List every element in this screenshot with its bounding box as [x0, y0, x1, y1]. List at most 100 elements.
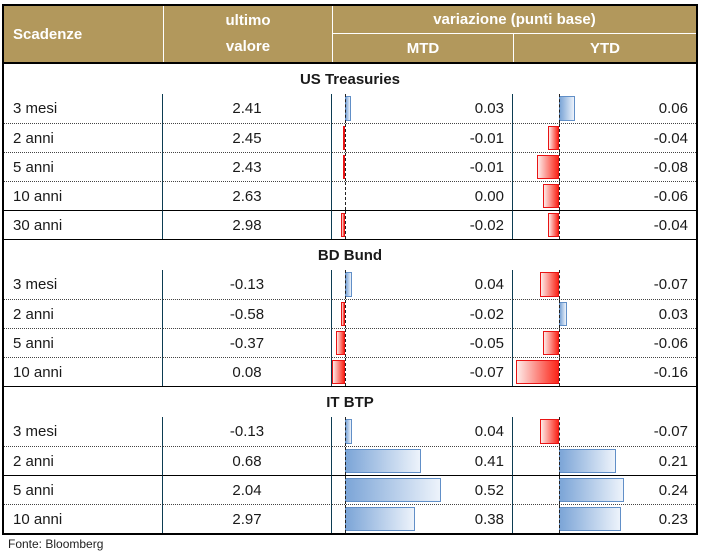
ytd-value: 0.06: [658, 100, 688, 117]
mtd-data-bar: [345, 419, 352, 444]
ytd-cell: -0.04: [513, 210, 696, 239]
zero-axis-line: [345, 124, 346, 152]
ytd-cell: -0.06: [513, 328, 696, 357]
last-value: 2.04: [163, 475, 332, 504]
mtd-value: 0.04: [474, 276, 504, 293]
maturity-column-header: Scadenze: [13, 25, 83, 43]
zero-axis-line: [559, 447, 560, 475]
mtd-cell: -0.01: [332, 152, 513, 181]
table-row: 2 anni -0.58 -0.02 0.03: [4, 299, 696, 328]
mtd-value: 0.41: [474, 452, 504, 470]
ytd-value: -0.07: [653, 276, 688, 293]
maturity-label: 3 mesi: [4, 94, 163, 123]
mtd-value: -0.02: [469, 305, 504, 323]
mtd-data-bar: [341, 302, 345, 326]
table-row: 3 mesi -0.13 0.04 -0.07: [4, 270, 696, 299]
zero-axis-line: [559, 124, 560, 152]
mtd-value: -0.01: [469, 158, 504, 176]
last-value-column-header: ultimo valore: [163, 6, 332, 62]
last-value-header-line1: ultimo: [225, 12, 271, 29]
ytd-cell: -0.06: [513, 181, 696, 210]
mtd-value: -0.02: [469, 216, 504, 234]
maturity-label: 2 anni: [4, 123, 163, 152]
last-value: 2.43: [163, 152, 332, 181]
ytd-data-bar: [543, 184, 559, 208]
ytd-cell: -0.08: [513, 152, 696, 181]
mtd-cell: 0.04: [332, 417, 513, 446]
ytd-cell: 0.03: [513, 299, 696, 328]
last-value: 2.63: [163, 181, 332, 210]
maturity-label: 10 anni: [4, 181, 163, 210]
maturity-label: 10 anni: [4, 357, 163, 386]
ytd-value: -0.04: [653, 129, 688, 147]
zero-axis-line: [345, 505, 346, 533]
ytd-value: -0.06: [653, 334, 688, 352]
section-title-bd-bund: BD Bund: [4, 239, 696, 270]
last-value-header-line2: valore: [225, 38, 271, 55]
ytd-value: 0.24: [658, 481, 688, 499]
ytd-cell: 0.24: [513, 475, 696, 504]
mtd-cell: -0.01: [332, 123, 513, 152]
table-row: 5 anni 2.04 0.52 0.24: [4, 475, 696, 504]
maturity-label: 3 mesi: [4, 417, 163, 446]
table-row: 30 anni 2.98 -0.02 -0.04: [4, 210, 696, 239]
zero-axis-line: [345, 447, 346, 475]
ytd-data-bar: [540, 272, 559, 297]
mtd-cell: -0.07: [332, 357, 513, 386]
zero-axis-line: [559, 300, 560, 328]
mtd-value: 0.03: [474, 100, 504, 117]
table-row: 5 anni -0.37 -0.05 -0.06: [4, 328, 696, 357]
zero-axis-line: [559, 211, 560, 239]
table-row: 10 anni 0.08 -0.07 -0.16: [4, 357, 696, 386]
maturity-label: 5 anni: [4, 152, 163, 181]
ytd-value: 0.23: [658, 510, 688, 528]
ytd-data-bar: [540, 419, 559, 444]
ytd-data-bar: [516, 360, 559, 384]
mtd-cell: -0.05: [332, 328, 513, 357]
mtd-value: -0.05: [469, 334, 504, 352]
mtd-cell: 0.03: [332, 94, 513, 123]
mtd-value: -0.01: [469, 129, 504, 147]
table-row: 3 mesi -0.13 0.04 -0.07: [4, 417, 696, 446]
ytd-value: -0.08: [653, 158, 688, 176]
zero-axis-line: [345, 329, 346, 357]
mtd-value: 0.52: [474, 481, 504, 499]
section-title-it-btp: IT BTP: [4, 386, 696, 417]
zero-axis-line: [559, 94, 560, 123]
ytd-data-bar: [559, 96, 575, 121]
zero-axis-line: [559, 358, 560, 386]
maturity-label: 2 anni: [4, 299, 163, 328]
ytd-data-bar: [548, 213, 559, 237]
zero-axis-line: [345, 182, 346, 210]
ytd-value: 0.21: [658, 452, 688, 470]
ytd-value: -0.04: [653, 216, 688, 234]
ytd-cell: -0.16: [513, 357, 696, 386]
ytd-cell: -0.04: [513, 123, 696, 152]
last-value: 2.45: [163, 123, 332, 152]
zero-axis-line: [345, 153, 346, 181]
maturity-label: 5 anni: [4, 328, 163, 357]
mtd-cell: -0.02: [332, 210, 513, 239]
ytd-cell: 0.21: [513, 446, 696, 475]
ytd-data-bar: [559, 449, 616, 473]
mtd-value: 0.38: [474, 510, 504, 528]
last-value: -0.58: [163, 299, 332, 328]
ytd-column-header: YTD: [513, 34, 696, 62]
mtd-cell: -0.02: [332, 299, 513, 328]
table-header: Scadenze ultimo valore variazione (punti…: [4, 6, 696, 63]
mtd-value: 0.04: [474, 423, 504, 440]
mtd-data-bar: [345, 478, 441, 502]
last-value: 0.08: [163, 357, 332, 386]
zero-axis-line: [345, 417, 346, 446]
zero-axis-line: [345, 358, 346, 386]
section-title-us-treasuries: US Treasuries: [4, 63, 696, 94]
zero-axis-line: [559, 329, 560, 357]
variation-column-header: variazione (punti base): [332, 6, 696, 34]
ytd-data-bar: [548, 126, 559, 150]
zero-axis-line: [559, 182, 560, 210]
zero-axis-line: [345, 94, 346, 123]
zero-axis-line: [559, 505, 560, 533]
last-value: -0.13: [163, 270, 332, 299]
zero-axis-line: [345, 270, 346, 299]
ytd-data-bar: [559, 507, 621, 531]
